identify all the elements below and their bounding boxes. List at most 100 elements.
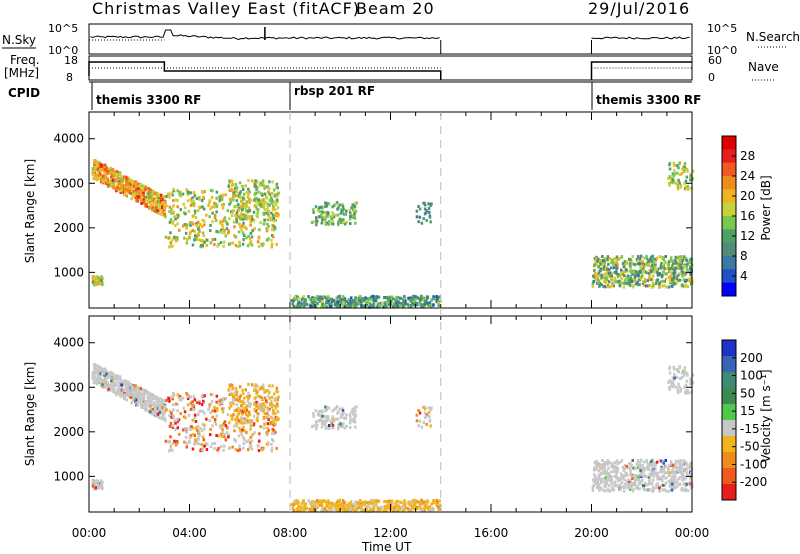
power-cell: [633, 276, 637, 280]
power-cell: [261, 179, 265, 183]
velocity-cell: [354, 413, 358, 417]
velocity-cell: [430, 502, 433, 506]
power-cell: [124, 190, 127, 194]
power-cell: [615, 280, 618, 284]
velocity-cell: [268, 396, 271, 400]
power-cell: [192, 191, 196, 195]
power-cell: [679, 183, 683, 187]
power-cell: [234, 214, 237, 218]
velocity-cell: [239, 429, 242, 433]
velocity-cell: [235, 421, 238, 425]
power-cell: [265, 211, 268, 215]
velocity-cell: [159, 401, 162, 404]
power-cell: [176, 238, 179, 241]
velocity-cell: [680, 459, 683, 463]
power-cell: [243, 215, 246, 219]
velocity-cell: [192, 404, 195, 408]
power-cell: [148, 194, 152, 198]
power-cell: [353, 211, 356, 215]
velocity-cell: [195, 426, 198, 429]
power-cell: [176, 236, 179, 240]
velocity-cell: [403, 501, 407, 505]
power-cell: [297, 305, 301, 308]
power-cell: [625, 276, 628, 280]
power-cell: [597, 272, 601, 276]
colorbar-tick-label: -15: [740, 422, 760, 436]
velocity-cell: [616, 462, 619, 465]
velocity-cell: [375, 509, 378, 513]
velocity-cell: [222, 444, 226, 448]
power-cell: [401, 303, 404, 306]
nsky-right-tick-low: 10^0: [707, 44, 737, 57]
velocity-cell: [140, 403, 144, 407]
velocity-cell: [671, 484, 674, 488]
velocity-cell: [238, 421, 242, 425]
velocity-cell: [209, 411, 212, 415]
velocity-cell: [599, 466, 603, 470]
power-cell: [292, 299, 295, 303]
velocity-cell: [300, 501, 304, 505]
power-cell: [328, 220, 331, 223]
power-cell: [203, 240, 206, 244]
power-cell: [247, 191, 250, 195]
power-cell: [267, 213, 270, 217]
power-cell: [595, 276, 599, 280]
power-cell: [599, 262, 603, 266]
velocity-cell: [220, 401, 224, 405]
power-cell: [213, 201, 216, 205]
velocity-cell: [274, 418, 277, 421]
power-cell: [295, 295, 298, 299]
velocity-cell: [243, 407, 246, 411]
power-cell: [96, 281, 99, 285]
power-cell: [629, 283, 632, 287]
power-cell: [263, 218, 267, 222]
power-cell: [672, 161, 676, 165]
velocity-cell: [591, 488, 595, 492]
power-cell: [232, 198, 235, 202]
velocity-cell: [624, 472, 628, 476]
power-cell: [270, 228, 274, 232]
velocity-cell: [626, 486, 629, 490]
power-cell: [631, 272, 634, 276]
power-cell: [171, 244, 174, 248]
power-cell: [91, 280, 95, 284]
velocity-cell: [231, 445, 234, 449]
velocity-cell: [382, 509, 385, 513]
velocity-cell: [231, 414, 234, 418]
power-cell: [599, 273, 602, 277]
velocity-cell: [119, 390, 122, 394]
power-cell: [309, 304, 313, 308]
power-cell: [392, 297, 395, 301]
power-cell: [235, 211, 239, 215]
velocity-cell: [126, 393, 129, 397]
cpid-label: CPID: [8, 86, 40, 100]
power-cell: [229, 199, 233, 203]
velocity-cell: [645, 488, 648, 492]
power-cell: [234, 244, 238, 247]
power-cell: [683, 273, 687, 277]
power-cell: [641, 262, 644, 266]
power-cell: [198, 196, 201, 199]
velocity-cell: [210, 399, 214, 403]
power-cell: [134, 194, 138, 198]
power-cell: [263, 186, 266, 190]
velocity-cell: [219, 398, 223, 402]
power-cell: [349, 302, 353, 306]
velocity-cell: [266, 431, 269, 435]
power-cell: [373, 299, 376, 302]
power-cell: [629, 275, 632, 279]
velocity-cell: [121, 388, 124, 392]
velocity-cell: [183, 410, 187, 414]
velocity-cell: [118, 381, 122, 385]
colorbar-frame: [721, 339, 737, 501]
velocity-cell: [675, 470, 679, 474]
velocity-cell: [312, 507, 316, 511]
power-cell: [265, 185, 268, 189]
power-cell: [671, 264, 674, 268]
velocity-cell: [233, 409, 236, 413]
power-cell: [594, 257, 598, 261]
power-cell: [249, 240, 253, 244]
velocity-cell: [162, 410, 166, 414]
velocity-cell: [179, 398, 183, 402]
power-cell: [219, 241, 223, 245]
